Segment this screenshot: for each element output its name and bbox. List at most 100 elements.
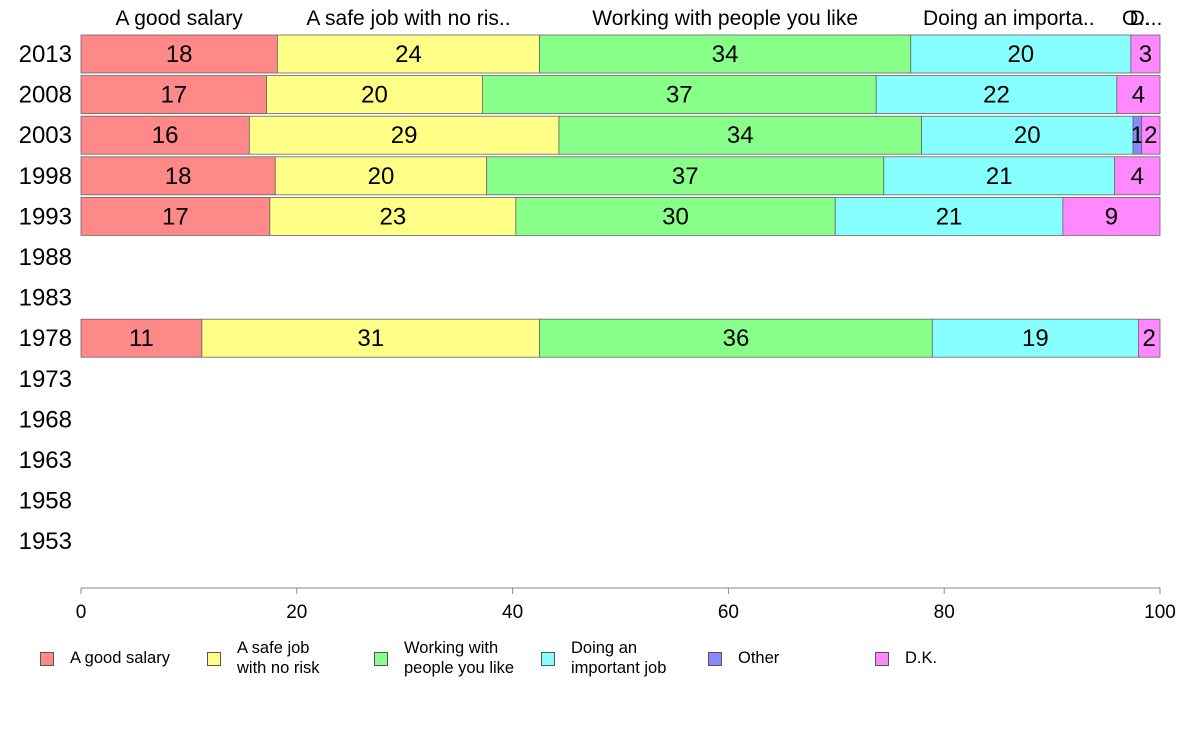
legend-swatch	[40, 652, 54, 666]
data-label: 17	[162, 203, 189, 230]
x-tick-label: 60	[718, 602, 739, 623]
data-label: 4	[1131, 163, 1144, 190]
data-label: 2	[1143, 325, 1156, 352]
data-label: 2	[1144, 122, 1157, 149]
x-tick-label: 100	[1144, 602, 1176, 623]
x-tick-label: 80	[934, 602, 955, 623]
legend-swatch	[207, 652, 221, 666]
bar-segment	[1062, 196, 1161, 236]
data-label: 4	[1132, 82, 1145, 109]
bar-segment	[80, 115, 250, 155]
y-tick-label: 1968	[19, 406, 72, 433]
x-tick-label: 20	[286, 602, 307, 623]
data-label: 22	[983, 82, 1010, 109]
legend-label: D.K.	[905, 649, 938, 667]
x-tick-label: 40	[502, 602, 523, 623]
data-label: 23	[379, 203, 406, 230]
bar-segment	[269, 196, 517, 236]
y-tick-label: 1953	[19, 528, 72, 555]
data-label: 11	[129, 325, 154, 352]
legend-item-safe-job: A safe job with no risk	[207, 636, 320, 678]
y-tick-label: 1988	[19, 244, 72, 271]
legend-swatch	[541, 652, 555, 666]
bar-segment	[80, 75, 267, 114]
data-label: 20	[361, 82, 388, 109]
data-label: 31	[357, 325, 384, 352]
chart-legend: A good salary A safe job with no risk Wo…	[0, 636, 1188, 696]
bar-segment	[1138, 318, 1161, 358]
y-tick-label: 1958	[19, 488, 72, 515]
data-label: 17	[160, 82, 187, 109]
data-label: 36	[723, 325, 750, 352]
legend-label: Doing an important job	[571, 639, 667, 677]
y-tick-label: 2003	[19, 122, 72, 149]
bar-segment	[80, 156, 276, 196]
data-label: 24	[395, 41, 422, 68]
data-label: 20	[1014, 122, 1041, 149]
data-label: 19	[1022, 325, 1049, 352]
data-label: 9	[1105, 203, 1118, 230]
bar-segment	[834, 196, 1064, 236]
data-label: 37	[672, 163, 699, 190]
bar-segment	[486, 156, 885, 196]
legend-swatch	[875, 652, 889, 666]
data-label: 21	[936, 203, 963, 230]
legend-item-important-job: Doing an important job	[541, 636, 666, 678]
data-label: 3	[1139, 41, 1152, 68]
legend-label: Working with people you like	[404, 639, 515, 677]
top-series-label: A safe job with no ris..	[306, 7, 510, 30]
legend-item-dk: D.K.	[875, 636, 937, 668]
y-tick-label: 2013	[19, 41, 72, 68]
legend-label: Other	[738, 649, 780, 667]
top-series-label: Doing an importa..	[923, 7, 1095, 30]
bar-segment	[276, 34, 540, 74]
bar-segment	[266, 75, 483, 114]
top-series-label: Working with people you like	[592, 7, 858, 30]
stacked-bar-chart: A good salary A safe job with no ris.. Wor…	[19, 7, 1176, 623]
legend-item-good-salary: A good salary	[40, 636, 170, 668]
bar-segment	[201, 318, 540, 358]
y-tick-label: 1963	[19, 447, 72, 474]
bar-segment	[248, 115, 560, 155]
y-tick-label: 1978	[19, 325, 72, 352]
data-label: 34	[727, 122, 754, 149]
legend-label: A good salary	[70, 649, 170, 667]
top-series-label: O..	[1122, 7, 1150, 30]
bar-segment	[1116, 75, 1161, 114]
y-tick-label: 1993	[19, 203, 72, 230]
y-tick-label: 1983	[19, 285, 72, 312]
bar-segment	[931, 318, 1139, 358]
bar-segment	[539, 318, 933, 358]
top-series-label: D...	[1130, 7, 1163, 30]
bar-segment	[80, 196, 271, 236]
legend-swatch	[708, 652, 722, 666]
bar-segment	[80, 318, 203, 358]
bar-segment	[558, 115, 922, 155]
bar-segment	[1130, 34, 1161, 74]
data-label: 20	[368, 163, 395, 190]
legend-label: A safe job with no risk	[237, 639, 320, 677]
legend-swatch	[374, 652, 388, 666]
data-label: 21	[986, 163, 1013, 190]
bar-segment	[921, 115, 1134, 155]
data-label: 29	[391, 122, 418, 149]
top-series-label: A good salary	[116, 7, 244, 30]
x-tick-label: 0	[76, 602, 87, 623]
bar-segment	[481, 75, 877, 114]
bar-segment	[875, 75, 1118, 114]
bar-segment	[274, 156, 488, 196]
legend-item-working-with-people: Working with people you like	[374, 636, 514, 678]
data-label: 18	[165, 163, 192, 190]
data-label: 34	[712, 41, 739, 68]
legend-item-other: Other	[708, 636, 779, 668]
y-tick-label: 1973	[19, 366, 72, 393]
y-tick-label: 1998	[19, 163, 72, 190]
data-label: 37	[666, 82, 693, 109]
data-label: 30	[662, 203, 689, 230]
data-label: 20	[1007, 41, 1034, 68]
data-label: 1	[1131, 122, 1144, 149]
bar-segment	[515, 196, 836, 236]
bar-segment	[1114, 156, 1161, 196]
bar-segment	[883, 156, 1116, 196]
data-label: 18	[166, 41, 193, 68]
